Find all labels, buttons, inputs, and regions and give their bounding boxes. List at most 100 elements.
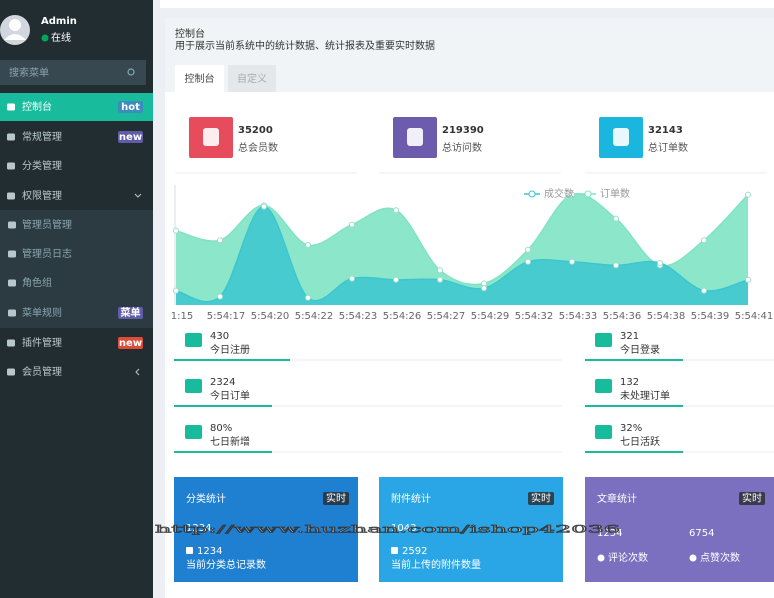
stat-icon-glyph	[407, 128, 423, 146]
today-value: 430	[210, 331, 229, 342]
card-badge	[739, 492, 765, 505]
today-bar	[174, 359, 290, 361]
data-point	[437, 276, 443, 283]
card-value: 1234	[186, 523, 211, 534]
data-point	[569, 191, 575, 198]
menu-label: 管理员日志	[22, 247, 72, 260]
card-item-label: 评论次数	[608, 551, 648, 564]
today-label: 未处理订单	[620, 390, 670, 402]
legend-label[interactable]: 订单数	[600, 187, 630, 200]
user-name: Admin	[41, 16, 77, 27]
stat-icon-glyph	[613, 128, 629, 146]
today-label: 今日订单	[210, 389, 250, 402]
menu-icon	[7, 339, 15, 347]
card-title: 分类统计	[186, 492, 226, 505]
x-tick-label: 5:54:33	[559, 311, 598, 322]
today-value: 80%	[210, 423, 232, 434]
today-icon	[595, 379, 612, 393]
data-point	[657, 260, 663, 266]
today-bar	[585, 405, 683, 407]
menu-icon	[7, 133, 15, 141]
top-strip	[160, 0, 774, 8]
data-point	[393, 276, 399, 283]
data-point	[525, 258, 531, 265]
stat-icon-glyph	[203, 128, 219, 146]
data-point	[613, 215, 619, 222]
menu-badge-text: new	[119, 132, 142, 143]
x-tick-label: 5:54:29	[471, 311, 510, 322]
today-bar	[585, 359, 683, 361]
today-icon	[595, 333, 612, 347]
x-tick-label: 5:54:23	[339, 311, 378, 322]
menu-badge	[118, 131, 143, 143]
search-icon	[127, 68, 135, 76]
stat-value: 35200	[238, 125, 273, 136]
x-tick-label: 5:54:32	[515, 311, 554, 322]
card-badge	[323, 492, 349, 505]
card-sub-value: 1234	[197, 546, 222, 557]
today-value: 32%	[620, 423, 642, 434]
data-point	[481, 285, 487, 292]
menu-label: 管理员管理	[22, 218, 72, 231]
today-value: 132	[620, 377, 639, 388]
stat-value: 219390	[442, 125, 484, 136]
x-tick-label: 5:54:20	[251, 311, 290, 322]
x-tick-label: 5:54:27	[427, 311, 466, 322]
menu-label: 菜单规则	[22, 306, 62, 319]
search-box[interactable]	[0, 60, 146, 85]
card-badge-text: 实时	[742, 492, 762, 505]
today-icon	[595, 425, 612, 439]
menu-label: 权限管理	[22, 189, 62, 202]
card-title: 附件统计	[391, 492, 431, 505]
x-tick-label: 5:54:17	[207, 311, 246, 322]
card-value: 1043	[391, 523, 416, 534]
avatar-body	[4, 34, 26, 40]
menu-badge	[118, 307, 143, 319]
menu-icon	[8, 250, 16, 258]
today-icon	[185, 333, 202, 347]
card-item-icon	[597, 554, 605, 562]
card-badge	[528, 492, 554, 505]
today-value: 321	[620, 331, 639, 342]
card-badge-text: 实时	[326, 492, 346, 505]
data-point	[393, 207, 399, 214]
x-tick-label: 5:54:36	[603, 311, 642, 322]
data-point	[745, 191, 751, 198]
tab-active[interactable]	[175, 65, 224, 92]
today-label: 七日新增	[210, 435, 250, 448]
card-note: 当前分类总记录数	[186, 558, 266, 571]
x-tick-label: 5:54:38	[647, 311, 686, 322]
menu-icon	[7, 192, 15, 200]
today-icon	[185, 379, 202, 393]
x-tick-label: 5:54:26	[383, 311, 422, 322]
card-sub-value: 2592	[402, 546, 427, 557]
avatar-head	[9, 19, 21, 31]
today-bar	[174, 451, 272, 453]
card-sub-icon	[186, 547, 193, 554]
menu-icon	[7, 368, 15, 376]
data-point	[349, 275, 355, 282]
data-point	[569, 258, 575, 265]
data-point	[261, 203, 267, 210]
data-point	[613, 262, 619, 269]
data-point	[525, 246, 531, 253]
stat-label: 总会员数	[238, 141, 278, 154]
legend-label[interactable]: 成交数	[544, 187, 574, 200]
card-note: 当前上传的附件数量	[391, 558, 481, 571]
menu-label: 常规管理	[22, 130, 62, 143]
card-sub-icon	[391, 547, 398, 554]
user-status: 在线	[51, 31, 71, 44]
data-point	[481, 280, 487, 287]
menu-icon	[8, 309, 16, 317]
tab-label: 控制台	[185, 72, 215, 85]
tab[interactable]	[228, 65, 276, 92]
data-point	[173, 227, 179, 234]
today-icon	[185, 425, 202, 439]
card-item-label: 点赞次数	[700, 551, 740, 564]
menu-label: 控制台	[22, 100, 52, 113]
card-title: 文章统计	[597, 492, 637, 505]
x-tick-label: 1:15	[171, 311, 193, 322]
status-dot	[41, 34, 49, 42]
panel-title: 控制台	[175, 27, 205, 40]
card-item-value: 6754	[689, 528, 714, 539]
